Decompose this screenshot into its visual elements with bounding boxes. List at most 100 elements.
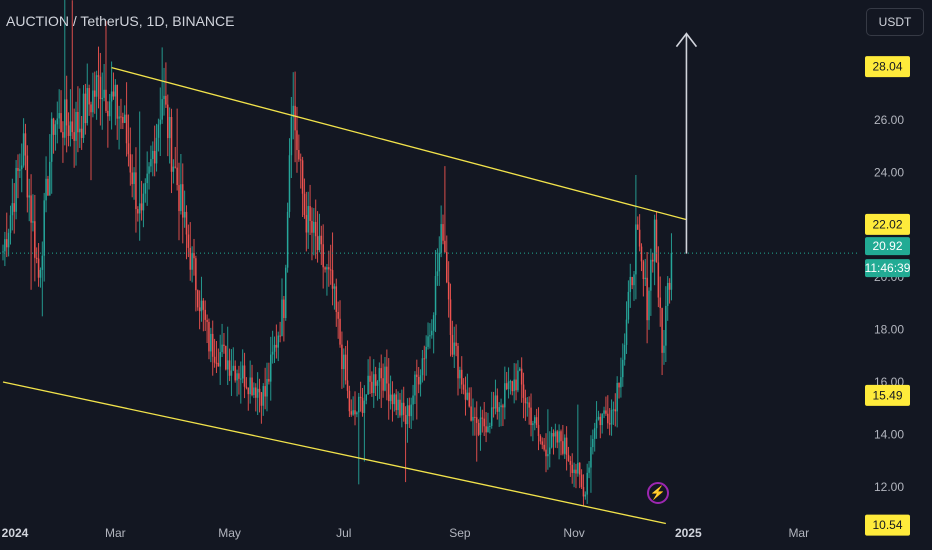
candle-body bbox=[378, 368, 381, 382]
candle-body bbox=[665, 305, 667, 346]
candle bbox=[116, 84, 118, 140]
candle-body bbox=[627, 291, 630, 320]
candle bbox=[642, 259, 645, 297]
candle bbox=[144, 178, 147, 203]
candle bbox=[123, 105, 126, 124]
candle bbox=[236, 369, 238, 397]
candle bbox=[520, 357, 523, 403]
candle bbox=[431, 319, 433, 339]
candle-body bbox=[427, 336, 429, 347]
candle bbox=[346, 340, 349, 399]
candle-body bbox=[234, 365, 236, 381]
candle bbox=[112, 72, 115, 100]
x-axis[interactable]: 2024 Mar May Jul Sep Nov 2025 Mar bbox=[2, 526, 809, 540]
candle bbox=[101, 72, 103, 130]
candle bbox=[440, 205, 442, 258]
candle bbox=[311, 207, 313, 261]
candle bbox=[547, 409, 549, 470]
candle-body bbox=[180, 184, 182, 212]
candle-body bbox=[586, 472, 588, 495]
candle bbox=[545, 433, 547, 473]
candle bbox=[505, 371, 508, 391]
candle-body bbox=[241, 365, 244, 379]
candle bbox=[655, 211, 658, 263]
candle-body bbox=[460, 369, 463, 385]
candle bbox=[43, 192, 45, 282]
candle-body bbox=[638, 229, 641, 247]
candle bbox=[253, 382, 255, 399]
candle bbox=[573, 462, 575, 488]
candle-body bbox=[127, 143, 130, 155]
candle-body bbox=[305, 214, 308, 233]
x-tick-label: Sep bbox=[449, 526, 471, 540]
candle bbox=[204, 300, 206, 331]
candle bbox=[590, 435, 592, 493]
candle bbox=[45, 156, 47, 213]
candle bbox=[193, 238, 195, 276]
candle bbox=[324, 266, 326, 273]
candle bbox=[352, 396, 354, 416]
candle bbox=[176, 108, 178, 191]
candle-body bbox=[77, 111, 79, 133]
candle-body bbox=[599, 416, 602, 426]
candle bbox=[601, 413, 603, 434]
candle-body bbox=[215, 362, 218, 364]
candle-body bbox=[313, 221, 315, 233]
candle bbox=[646, 252, 648, 344]
candle bbox=[279, 321, 281, 343]
candle bbox=[498, 402, 500, 427]
price-badge: 22.02 bbox=[865, 213, 910, 235]
candle bbox=[273, 336, 276, 363]
candle-body bbox=[509, 381, 512, 383]
candle bbox=[256, 372, 259, 415]
candle bbox=[120, 98, 122, 129]
candle-body bbox=[562, 441, 564, 454]
candle-body bbox=[348, 390, 351, 412]
candle-body bbox=[597, 416, 600, 420]
candle-body bbox=[292, 105, 294, 118]
y-tick-label: 14.00 bbox=[874, 427, 904, 441]
candle-body bbox=[107, 110, 109, 117]
candle-body bbox=[661, 308, 663, 353]
candle bbox=[84, 83, 87, 135]
candle-body bbox=[45, 178, 47, 201]
candle-body bbox=[423, 358, 426, 360]
candle bbox=[200, 276, 203, 322]
candle bbox=[625, 301, 628, 354]
candle-body bbox=[663, 345, 665, 353]
candle-body bbox=[404, 414, 407, 425]
candle bbox=[260, 391, 263, 424]
candle bbox=[455, 324, 457, 357]
candle-body bbox=[341, 344, 343, 370]
candle-body bbox=[228, 360, 231, 376]
candle bbox=[402, 386, 405, 422]
candle bbox=[88, 84, 90, 116]
candle-body bbox=[163, 95, 165, 100]
candle-body bbox=[556, 431, 558, 443]
candle-body bbox=[37, 258, 40, 278]
candle-body bbox=[577, 462, 579, 474]
candle-body bbox=[129, 154, 132, 173]
candle bbox=[451, 320, 454, 358]
candle-body bbox=[168, 116, 171, 139]
candle-body bbox=[26, 155, 29, 198]
candle bbox=[419, 369, 422, 397]
candle bbox=[436, 248, 439, 286]
candle bbox=[114, 79, 117, 126]
lightning-icon[interactable]: ⚡ bbox=[647, 482, 669, 504]
candle bbox=[131, 154, 133, 198]
candle bbox=[528, 396, 530, 425]
currency-button[interactable]: USDT bbox=[866, 8, 924, 36]
candle-body bbox=[22, 133, 25, 166]
candle bbox=[582, 474, 585, 507]
candle bbox=[301, 156, 304, 218]
candle bbox=[434, 249, 437, 333]
candle-body bbox=[466, 392, 469, 400]
candle-body bbox=[314, 221, 317, 237]
candle bbox=[206, 314, 208, 344]
candle bbox=[322, 224, 324, 289]
arrow-up-icon bbox=[675, 32, 698, 254]
candle-body bbox=[648, 290, 650, 321]
